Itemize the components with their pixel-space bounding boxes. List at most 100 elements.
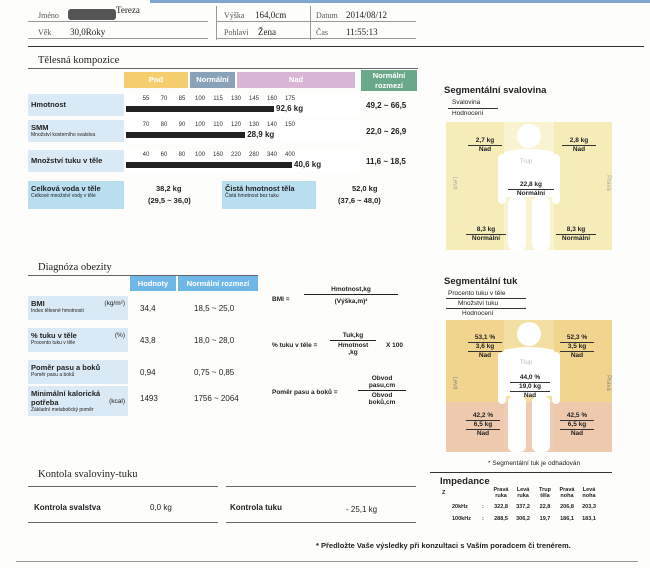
impedance-col-header: Trup těla <box>539 487 551 499</box>
control-rule-top-2 <box>226 486 416 487</box>
fat-side-left: Levá <box>451 376 458 390</box>
bc-tick-label: 140 <box>266 122 278 128</box>
obesity-row-sub: Procento tuku v těle <box>31 340 76 346</box>
whr-formula-lhs: Poměr pasu a boků = <box>272 389 338 396</box>
bc-row-label: Hmotnost <box>31 100 66 109</box>
bc-level-bar <box>126 162 292 168</box>
bc-normal-range: 22,0 ~ 26,9 <box>366 127 407 136</box>
bc-normal-range: 11,6 ~ 18,5 <box>366 157 406 166</box>
col-under-header: Pod <box>124 72 188 88</box>
impedance-cell: 19,7 <box>539 516 551 522</box>
fat-legend-1: Procento tuku v těle <box>448 290 506 297</box>
obesity-row-label-box: BMI (kg/m²) Index tělesné hmotnosti <box>28 296 128 320</box>
bc-row-bar-area: 70 80 90 100 110 120 130 140 150 28,9 kg <box>124 120 360 142</box>
fat-formula-mult: X 100 <box>386 342 403 349</box>
bc-tick-label: 110 <box>213 122 223 128</box>
impedance-col-header: Pravá ruka <box>493 487 509 499</box>
impedance-col-header: Levá ruka <box>516 487 530 499</box>
impedance-cell: 288,5 <box>494 516 508 522</box>
gender-label: Pohlaví <box>224 28 249 37</box>
top-accent-line <box>150 0 650 3</box>
impedance-cell: 337,2 <box>516 504 530 510</box>
bc-row-bar-area: 40 60 80 100 160 220 280 340 400 40,6 kg <box>124 150 360 172</box>
obesity-row-sub: Základní metabolický poměr <box>31 407 94 413</box>
body-composition-rule <box>28 68 418 69</box>
control-rule-bottom-2 <box>226 522 416 523</box>
impedance-cell: 306,2 <box>516 516 530 522</box>
bc-row-bar-area: 55 70 85 100 115 130 145 160 175 92,6 kg <box>124 94 360 116</box>
control-title: Kontola svaloviny-tuku <box>38 469 138 480</box>
muscle-legend-2: Hodnocení <box>452 110 484 117</box>
bc-row-sub: Množství kosterního svalstva <box>31 132 96 138</box>
gender-value: Žena <box>258 27 276 37</box>
bmi-formula-lhs: BMI = <box>272 296 290 303</box>
footer-rule <box>16 561 638 562</box>
bc-level-value: 40,6 kg <box>294 160 322 169</box>
lean-value: 52,0 kg <box>352 184 378 193</box>
water-sub: Celkové množství vody v těle <box>31 193 96 199</box>
bc-tick-label: 220 <box>230 152 242 158</box>
obesity-row-range: 1756 ~ 2064 <box>194 394 239 403</box>
name-label: Jméno <box>38 11 59 20</box>
fat-legend-2: Množství tuku <box>458 300 499 307</box>
col-normal-header: Normální <box>190 72 235 88</box>
obesity-row-range: 18,5 ~ 25,0 <box>194 304 235 313</box>
bc-row-label: SMM <box>31 123 49 132</box>
height-value: 164,0cm <box>255 10 287 20</box>
fat-left-leg: 42,2 % 6,5 kg Nad <box>466 412 500 438</box>
bc-level-bar <box>126 132 246 138</box>
bc-level-value: 92,6 kg <box>276 104 304 113</box>
bc-tick-label: 80 <box>178 152 186 158</box>
bc-tick-label: 120 <box>230 122 242 128</box>
bc-tick-label: 340 <box>266 152 278 158</box>
muscle-trunk-label: Trup <box>520 159 533 165</box>
bc-tick-label: 160 <box>266 96 278 102</box>
obesity-row-unit: (kcal) <box>109 398 125 405</box>
whr-formula-fraction: Obvod pasu,cm Obvod boků,cm <box>358 375 406 406</box>
impedance-title: Impedance <box>440 476 490 487</box>
impedance-cell: 186,1 <box>560 516 574 522</box>
lean-label: Čistá hmotnost těla <box>225 184 295 193</box>
obesity-row-value: 34,4 <box>140 304 156 313</box>
water-label-box: Celková voda v těle Celkové množství vod… <box>28 181 124 209</box>
header-bottom-rule <box>28 46 644 47</box>
body-composition-title: Tělesná kompozice <box>38 55 120 66</box>
bc-tick-label: 175 <box>284 96 296 102</box>
bc-tick-label: 280 <box>248 152 260 158</box>
age-value: 30,0Roky <box>70 27 106 37</box>
obesity-row-label: % tuku v těle <box>31 331 77 340</box>
age-label: Věk <box>38 28 52 37</box>
lean-range: (37,6 ~ 48,0) <box>338 196 381 205</box>
water-range: (29,5 ~ 36,0) <box>148 196 191 205</box>
fat-estimate-note: * Segmentální tuk je odhadován <box>488 460 581 467</box>
height-label: Výška <box>224 11 245 20</box>
muscle-panel <box>446 122 612 250</box>
bc-level-bar <box>126 106 274 112</box>
bc-row-label-box: SMM Množství kosterního svalstva <box>28 120 124 142</box>
bc-tick-label: 80 <box>160 122 168 128</box>
segmental-muscle-title: Segmentální svalovina <box>444 85 547 96</box>
lean-sub: Čistá hmotnost bez tuku <box>225 193 279 199</box>
muscle-trunk: 22,8 kg Normální <box>508 181 554 198</box>
impedance-col-header: Pravá noha <box>559 487 575 499</box>
bc-tick-label: 100 <box>194 122 206 128</box>
bc-tick-label: 70 <box>160 96 168 102</box>
impedance-freq: 20kHz <box>452 504 468 510</box>
bc-tick-label: 400 <box>284 152 296 158</box>
impedance-freq: 100kHz <box>452 516 471 522</box>
bc-tick-label: 70 <box>142 122 150 128</box>
bc-normal-range: 49,2 ~ 66,5 <box>366 101 407 110</box>
time-value: 11:55:13 <box>346 27 378 37</box>
impedance-z: Z <box>442 490 446 496</box>
bmi-formula-fraction: Hmotnost,kg (Výška,m)² <box>304 286 398 305</box>
bc-tick-label: 150 <box>284 122 296 128</box>
fat-left-arm: 53,1 % 3,6 kg Nad <box>468 334 502 360</box>
bc-row-label-box: Hmotnost <box>28 94 124 116</box>
obesity-row-range: 0,75 ~ 0,85 <box>194 368 235 377</box>
obesity-row-value: 1493 <box>140 394 158 403</box>
time-label: Čas <box>316 28 328 37</box>
fat-legend-rule-1 <box>446 298 526 299</box>
obesity-col-range: Normální rozmezí <box>178 276 258 291</box>
obesity-row-label-box: % tuku v těle (%) Procento tuku v těle <box>28 328 128 352</box>
bc-tick-label: 145 <box>248 96 260 102</box>
